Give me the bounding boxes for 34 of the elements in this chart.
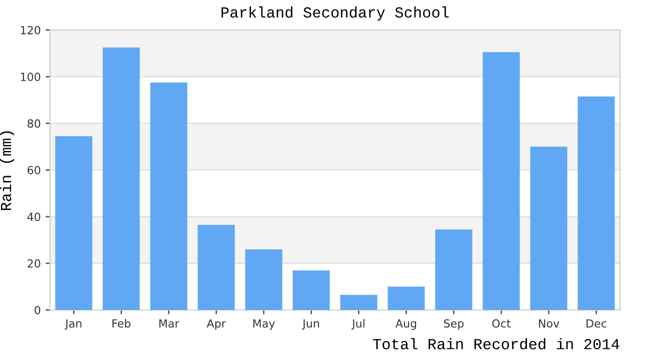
- x-tick-label: Jan: [64, 319, 82, 330]
- y-tick-label: 40: [27, 212, 40, 222]
- y-tick-label: 120: [20, 26, 40, 34]
- y-tick-label: 60: [28, 166, 40, 174]
- x-tick-label: Feb: [112, 319, 130, 328]
- x-tick-label: Nov: [538, 319, 560, 328]
- y-tick-label: 100: [20, 72, 40, 82]
- x-tick-label: Jun: [302, 319, 319, 330]
- bar: [578, 96, 615, 310]
- bar: [435, 230, 472, 310]
- x-tick-label: Oct: [492, 319, 511, 328]
- x-tick-label: Sep: [444, 319, 464, 330]
- y-tick-label: 0: [34, 306, 40, 314]
- x-axis-title: Total Rain Recorded in 2014: [373, 338, 620, 350]
- x-tick-label: Mar: [159, 319, 180, 328]
- bar: [198, 224, 235, 310]
- bar: [340, 294, 378, 310]
- bar: [245, 249, 282, 310]
- y-tick-label: 80: [28, 119, 40, 128]
- bar: [150, 82, 188, 310]
- bar: [292, 270, 330, 310]
- x-tick-label: Dec: [586, 319, 606, 328]
- x-tick-label: Aug: [395, 319, 416, 330]
- x-tick-label: May: [253, 319, 275, 330]
- bar: [482, 52, 520, 310]
- y-tick-label: 20: [28, 259, 40, 268]
- x-tick-label: Apr: [206, 319, 226, 330]
- bar: [388, 286, 425, 310]
- x-tick-label: Jul: [351, 319, 364, 330]
- bar: [55, 136, 92, 310]
- bar: [530, 146, 568, 310]
- chart-title: Parkland Secondary School: [222, 6, 449, 21]
- bar: [102, 48, 140, 310]
- y-axis-title: Rain (mm): [0, 131, 14, 210]
